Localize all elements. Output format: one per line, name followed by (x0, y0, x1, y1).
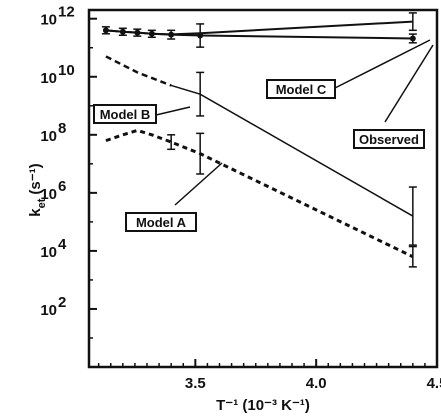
error-bar-model-a (196, 132, 205, 175)
error-bar-observed (408, 33, 417, 44)
arrow-model-b (155, 106, 191, 116)
y-tick-exponent: 6 (58, 178, 66, 195)
arrow-observed (384, 44, 434, 123)
series-line-model-b (105, 55, 172, 87)
annotation-model-c: Model C (266, 79, 336, 99)
y-axis-title-sub: et (36, 198, 48, 208)
y-axis-title: ket (s⁻¹) (27, 163, 48, 216)
y-tick-label: 10 (40, 302, 57, 319)
error-bar-model-b (408, 186, 417, 246)
annotation-arrows (155, 39, 434, 206)
y-tick-label: 10 (40, 244, 57, 261)
y-tick-label: 10 (40, 70, 57, 87)
errorbar-layer (101, 12, 417, 268)
y-tick-exponent: 4 (58, 236, 67, 253)
arrow-model-a (174, 162, 223, 206)
plot-frame (87, 8, 439, 369)
annotation-model-b: Model B (93, 104, 157, 124)
error-bar-observed (167, 29, 176, 40)
ticks-layer: 3.54.04.510121010108106104102 (40, 4, 441, 392)
y-tick-label: 10 (40, 128, 57, 145)
error-bar-observed (147, 29, 156, 39)
error-bar-model-b (196, 71, 205, 117)
error-bar-observed (101, 26, 110, 35)
x-tick-label: 4.0 (306, 375, 327, 392)
x-tick-label: 3.5 (185, 375, 206, 392)
arrow-model-c (334, 39, 431, 89)
annotation-model-c-label: Model C (276, 82, 327, 97)
y-tick-exponent: 8 (58, 120, 66, 137)
svg-text:ket(s⁻¹): ket (s⁻¹) (27, 163, 48, 216)
error-bar-observed (196, 23, 205, 48)
y-tick-exponent: 10 (58, 62, 75, 79)
error-bar-observed (118, 27, 127, 37)
error-bar-model-c (408, 12, 417, 32)
x-axis-title: T⁻¹ (10⁻³ K⁻¹) (216, 397, 310, 414)
y-axis-title-unit: (s⁻¹) (27, 163, 44, 194)
series-line-model-b (170, 84, 414, 217)
annotation-model-a-label: Model A (136, 215, 187, 230)
annotation-model-a: Model A (125, 212, 197, 232)
y-tick-label: 10 (40, 12, 57, 29)
y-axis-title-main: k (27, 208, 44, 217)
y-tick-exponent: 12 (58, 4, 75, 21)
series-line-model-a (105, 128, 414, 259)
error-bar-observed (133, 28, 142, 37)
x-tick-label: 4.5 (427, 375, 441, 392)
error-bar-model-a (167, 134, 176, 151)
error-bar-model-a (408, 245, 417, 268)
annotation-model-b-label: Model B (100, 107, 151, 122)
y-tick-exponent: 2 (58, 294, 66, 311)
annotation-observed: Observed (353, 129, 425, 149)
y-tick-label: 10 (40, 186, 57, 203)
annotation-observed-label: Observed (359, 132, 419, 147)
